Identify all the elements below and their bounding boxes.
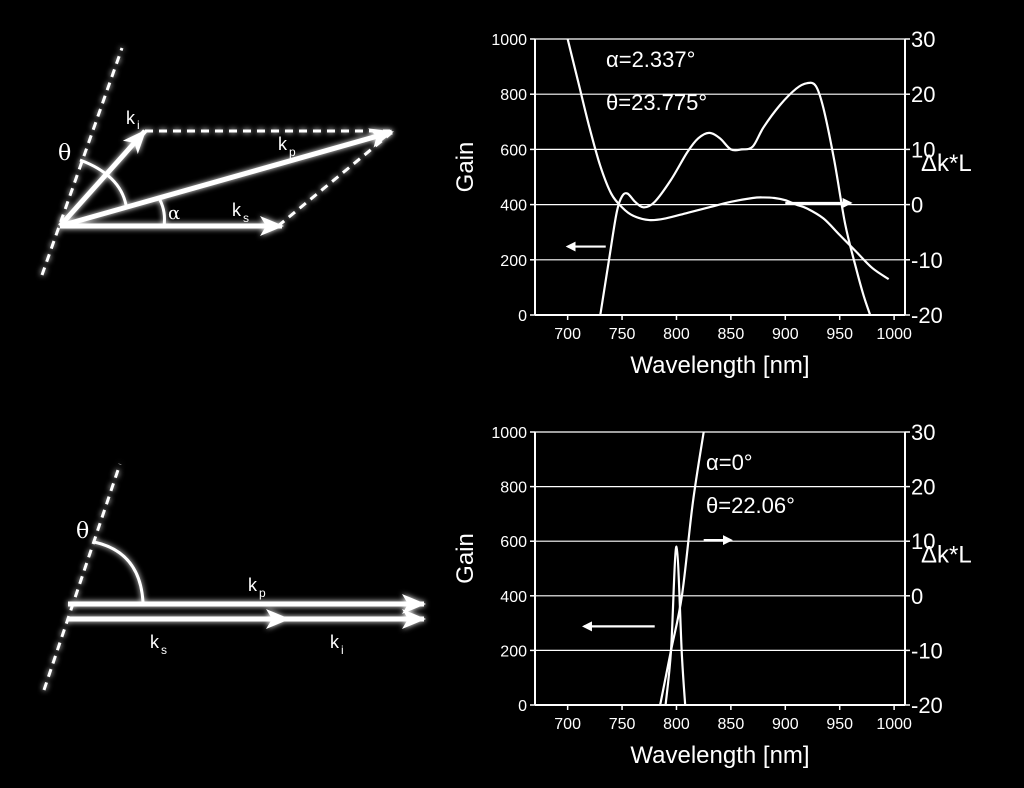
vector-diagram-top (40, 47, 394, 276)
phase-mismatch-curve (659, 431, 705, 706)
x-tick-label: 950 (826, 326, 853, 343)
x-tick-label: 850 (718, 716, 745, 733)
y-tick-label: 0 (518, 308, 527, 325)
x-tick-label: 700 (554, 326, 581, 343)
ki-arrow (58, 129, 147, 228)
phase-mismatch-curve (566, 38, 890, 281)
y-axis-title: Gain (452, 142, 479, 193)
svg-text:k: k (150, 632, 160, 652)
y-tick-label: 200 (500, 253, 527, 270)
y2-tick-label: 10 (911, 529, 935, 554)
y-axis-title: Gain (452, 533, 479, 584)
kp-label: k p (248, 575, 266, 600)
y2-tick-label: 30 (911, 420, 935, 445)
x-tick-label: 1000 (876, 716, 912, 733)
alpha-arc (158, 199, 166, 227)
y-tick-label: 1000 (491, 32, 527, 49)
ks-label: k s (150, 632, 167, 657)
y2-tick-label: -20 (911, 303, 943, 328)
y2-tick-label: 20 (911, 475, 935, 500)
theta-arc (93, 540, 145, 603)
gain-curve (599, 81, 872, 316)
svg-text:s: s (243, 211, 249, 225)
svg-text:s: s (161, 643, 167, 657)
y-tick-label: 400 (500, 198, 527, 215)
y-tick-label: 1000 (491, 425, 527, 442)
svg-text:i: i (137, 118, 140, 132)
x-tick-label: 850 (718, 326, 745, 343)
y2-tick-label: -20 (911, 693, 943, 718)
x-tick-label: 800 (663, 716, 690, 733)
x-tick-label: 750 (609, 716, 636, 733)
y2-tick-label: -10 (911, 638, 943, 663)
svg-text:p: p (289, 145, 296, 159)
y-tick-label: 600 (500, 534, 527, 551)
x-tick-label: 950 (826, 716, 853, 733)
crystal-axis-line (40, 47, 124, 276)
kp-label: k p (278, 134, 296, 159)
y2-tick-label: 30 (911, 27, 935, 52)
y2-axis-title: Δk*L (921, 542, 972, 569)
y2-tick-label: 0 (911, 584, 923, 609)
alpha-label: α (168, 203, 180, 224)
theta-label: θ (58, 141, 71, 166)
crystal-axis-line (42, 463, 122, 691)
ki-label: k i (330, 632, 344, 657)
y2-tick-label: 0 (911, 193, 923, 218)
x-tick-label: 800 (663, 326, 690, 343)
kp-arrow (59, 128, 394, 229)
vector-diagram-bottom (42, 463, 426, 691)
svg-text:k: k (126, 108, 136, 128)
svg-text:k: k (330, 632, 340, 652)
y-tick-label: 600 (500, 142, 527, 159)
theta-arc (79, 158, 128, 206)
y-tick-label: 400 (500, 589, 527, 606)
theta-label: θ (76, 519, 89, 544)
x-tick-label: 700 (554, 716, 581, 733)
svg-text:p: p (259, 586, 266, 600)
gain-curve (664, 545, 687, 706)
y2-tick-label: 10 (911, 137, 935, 162)
svg-text:k: k (248, 575, 258, 595)
y-tick-label: 0 (518, 698, 527, 715)
x-tick-label: 750 (609, 326, 636, 343)
x-tick-label: 900 (772, 716, 799, 733)
theta-annotation: θ=23.775° (606, 90, 707, 115)
ki-label: k i (126, 108, 140, 132)
y-tick-label: 200 (500, 643, 527, 660)
x-tick-label: 1000 (876, 326, 912, 343)
y2-axis-title: Δk*L (921, 150, 972, 177)
y-tick-label: 800 (500, 87, 527, 104)
alpha-annotation: α=0° (706, 450, 753, 475)
svg-text:k: k (278, 134, 288, 154)
x-axis-title: Wavelength [nm] (630, 352, 809, 379)
x-axis-title: Wavelength [nm] (630, 742, 809, 769)
alpha-annotation: α=2.337° (606, 47, 695, 72)
svg-text:i: i (341, 643, 344, 657)
x-tick-label: 900 (772, 326, 799, 343)
ks-label: k s (232, 200, 249, 225)
svg-text:k: k (232, 200, 242, 220)
y2-tick-label: -10 (911, 248, 943, 273)
y-tick-label: 800 (500, 480, 527, 497)
theta-annotation: θ=22.06° (706, 493, 795, 518)
parallelogram-right-edge (277, 132, 391, 228)
y2-tick-label: 20 (911, 82, 935, 107)
